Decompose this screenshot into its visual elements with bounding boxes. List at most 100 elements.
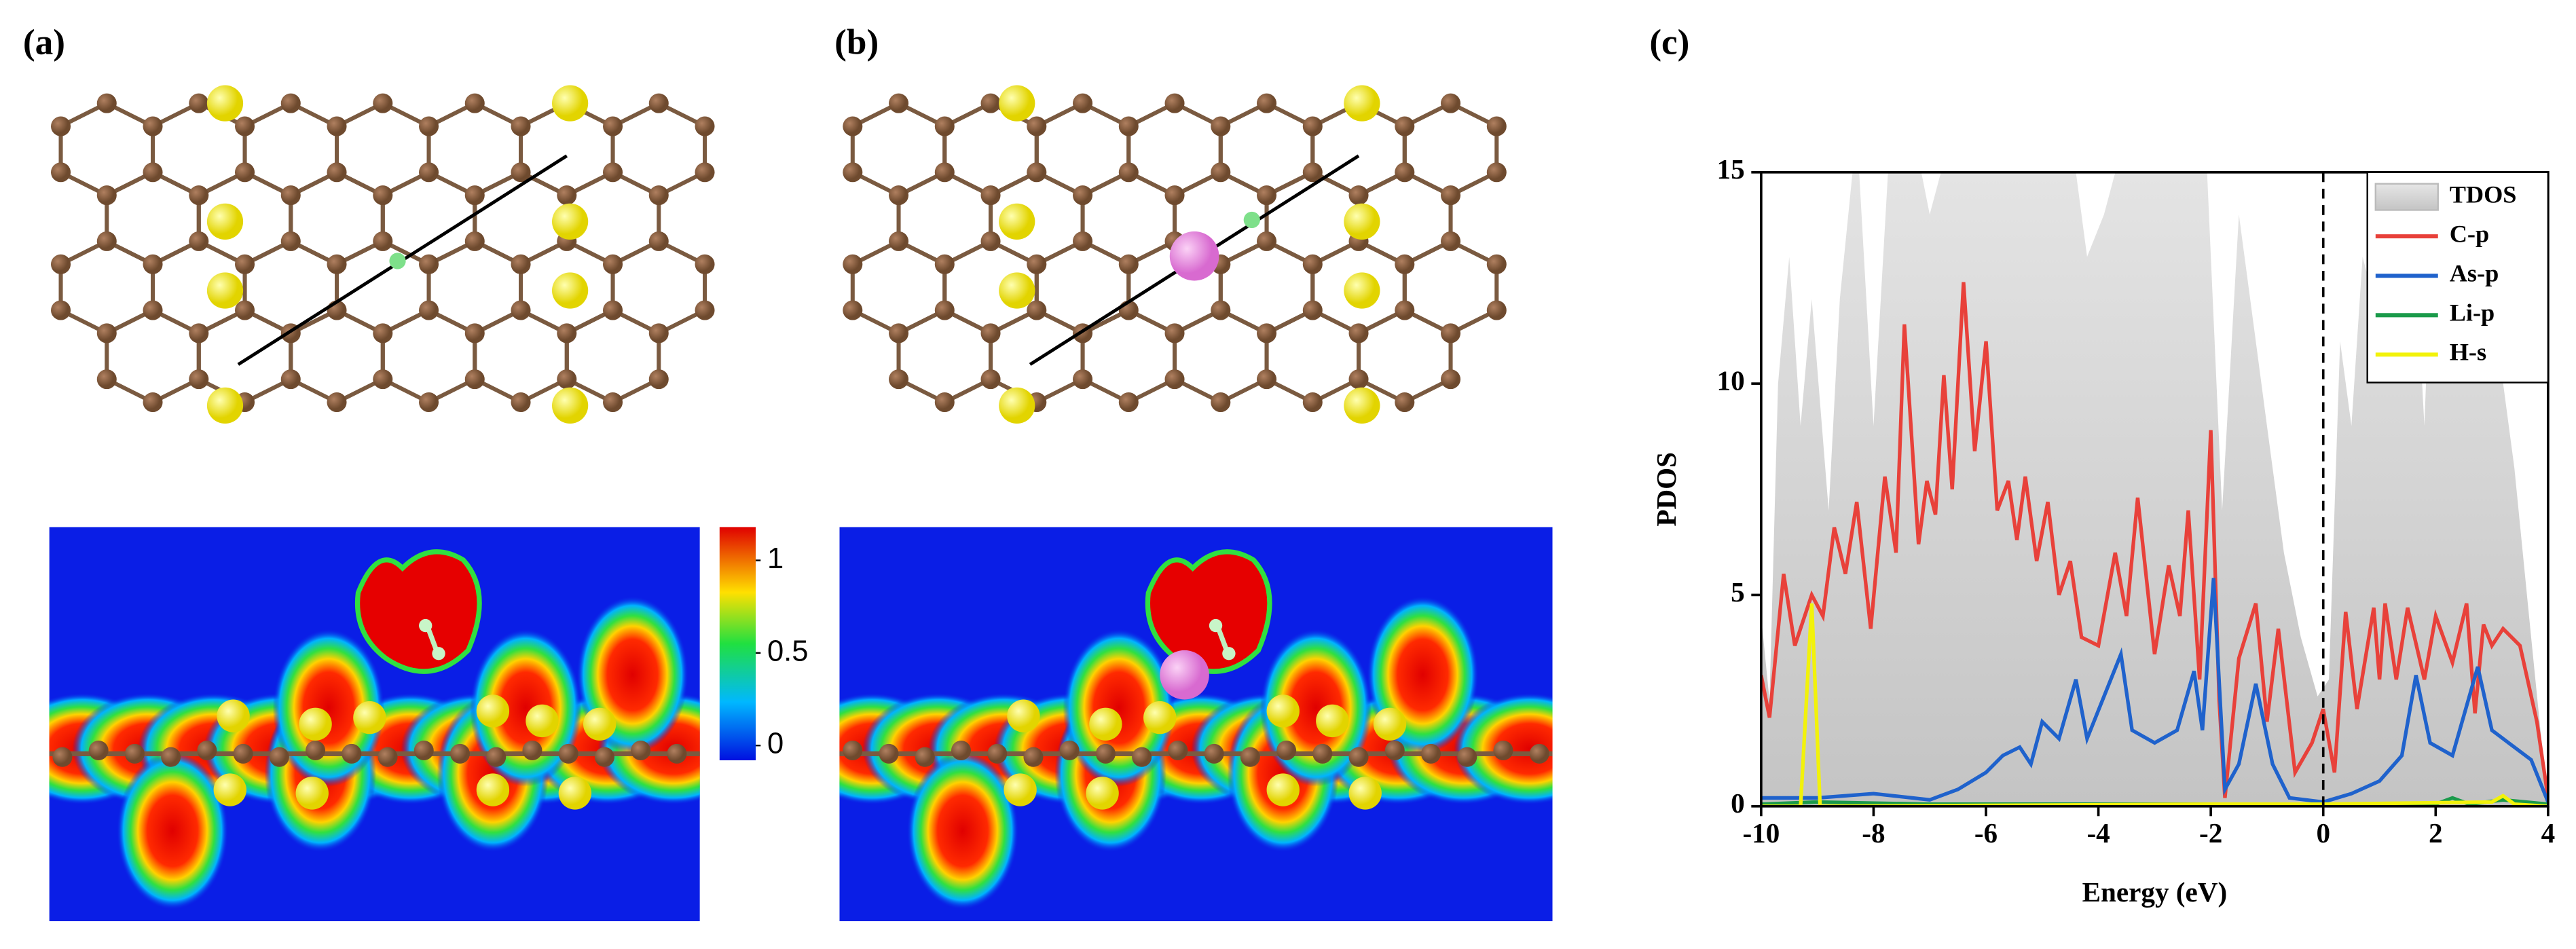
bond	[105, 170, 201, 267]
carbon-atom	[987, 743, 1008, 764]
arsenic-atom	[1344, 272, 1380, 309]
carbon-atom	[1257, 185, 1277, 206]
bond	[896, 170, 993, 267]
bond	[380, 308, 477, 405]
carbon-atom	[843, 740, 863, 761]
bond	[335, 239, 431, 336]
carbon-atom	[1486, 300, 1507, 320]
bond	[242, 239, 339, 336]
carbon-atom	[161, 747, 181, 767]
carbon-atom	[934, 254, 955, 274]
carbon-atom	[1302, 392, 1323, 413]
carbon-atom	[594, 747, 614, 767]
carbon-atom	[980, 93, 1001, 113]
carbon-atom	[306, 740, 326, 761]
arsenic-atom	[526, 704, 559, 738]
arsenic-atom	[299, 707, 332, 741]
carbon-atom	[1240, 747, 1260, 767]
carbon-atom	[695, 254, 715, 274]
carbon-atom	[695, 162, 715, 183]
carbon-atom	[1457, 747, 1477, 767]
density	[470, 629, 582, 787]
carbon-atom	[1486, 254, 1507, 274]
carbon-atom	[648, 185, 669, 206]
arsenic-atom	[1344, 387, 1380, 424]
carbon-atom	[1312, 743, 1333, 764]
elf-maps	[49, 527, 1553, 922]
carbon-atom	[889, 185, 909, 206]
elf-map	[839, 527, 1553, 922]
y-tick-label: 15	[1717, 153, 1745, 185]
carbon-atom	[486, 747, 507, 767]
carbon-atom	[1164, 369, 1185, 390]
arsenic-atom	[552, 387, 589, 424]
bond	[196, 308, 293, 405]
carbon-atom	[1073, 231, 1093, 251]
carbon-atom	[96, 369, 117, 390]
carbon-atom	[1132, 747, 1152, 767]
arsenic-atom	[1007, 699, 1040, 732]
carbon-atom	[197, 740, 217, 761]
carbon-atom	[1095, 743, 1116, 764]
line	[1761, 578, 2548, 804]
carbon-atom	[1027, 162, 1047, 183]
carbon-atom	[1073, 185, 1093, 206]
carbon-atom	[96, 231, 117, 251]
carbon-atom	[233, 743, 253, 764]
carbon-atom	[1027, 254, 1047, 274]
x-tick-label: -4	[2086, 817, 2110, 849]
arsenic-atom	[1344, 203, 1380, 240]
arsenic-atom	[1344, 85, 1380, 122]
carbon-atom	[980, 369, 1001, 390]
carbon-atom	[603, 300, 623, 320]
carbon-atom	[1384, 740, 1405, 761]
bond	[1034, 100, 1131, 198]
bond	[426, 239, 523, 336]
arsenic-atom	[206, 387, 244, 424]
bond	[473, 308, 569, 405]
carbon-atom	[889, 231, 909, 251]
bond	[1402, 100, 1499, 198]
bond	[242, 100, 339, 198]
arsenic-atom	[213, 773, 246, 806]
bond	[1034, 239, 1131, 336]
carbon-atom	[603, 116, 623, 136]
carbon-atom	[1257, 323, 1277, 343]
arsenic-atom	[999, 387, 1035, 424]
carbon-atom	[51, 254, 71, 274]
carbon-atom	[464, 231, 485, 251]
carbon-atom	[1529, 743, 1549, 764]
carbon-atom	[695, 300, 715, 320]
carbon-atom	[843, 254, 863, 274]
lithium-atom	[1160, 650, 1209, 700]
arsenic-atom	[1143, 701, 1177, 734]
carbon-atom	[280, 185, 301, 206]
carbon-atom	[843, 300, 863, 320]
carbon-atom	[143, 300, 163, 320]
carbon-atom	[1395, 300, 1415, 320]
carbon-atom	[511, 392, 531, 413]
carbon-atom	[51, 116, 71, 136]
carbon-atom	[511, 116, 531, 136]
carbon-atom	[1395, 116, 1415, 136]
carbon-atom	[934, 116, 955, 136]
arsenic-atom	[583, 707, 617, 741]
carbon-atom	[980, 185, 1001, 206]
arsenic-atom	[295, 777, 329, 810]
carbon-atom	[327, 162, 347, 183]
carbon-atom	[143, 254, 163, 274]
carbon-atom	[373, 369, 393, 390]
carbon-atom	[449, 743, 471, 764]
arsenic-atom	[476, 694, 510, 728]
arsenic-atom	[1266, 694, 1300, 728]
carbon-atom	[934, 162, 955, 183]
arsenic-atom	[552, 272, 589, 309]
carbon-atom	[1302, 254, 1323, 274]
line	[1761, 603, 2548, 806]
carbon-atom	[327, 116, 347, 136]
arsenic-atom	[353, 701, 386, 734]
carbon-atom	[419, 116, 439, 136]
bond	[1218, 100, 1315, 198]
